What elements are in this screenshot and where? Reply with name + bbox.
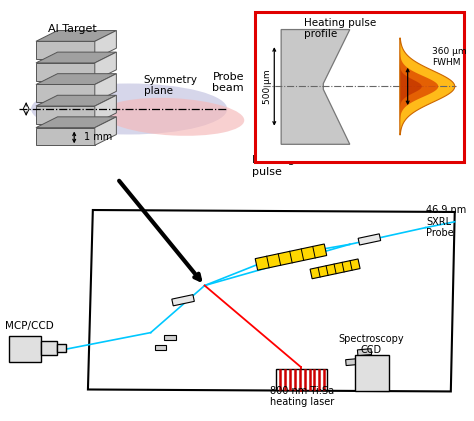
Polygon shape bbox=[276, 369, 327, 390]
Text: 800 nm Ti:Sa
heating laser: 800 nm Ti:Sa heating laser bbox=[270, 386, 334, 407]
Polygon shape bbox=[36, 52, 117, 63]
Polygon shape bbox=[9, 336, 41, 362]
Polygon shape bbox=[95, 117, 117, 145]
Polygon shape bbox=[36, 63, 95, 80]
Polygon shape bbox=[41, 341, 56, 355]
Polygon shape bbox=[36, 117, 117, 128]
Polygon shape bbox=[255, 244, 327, 270]
Ellipse shape bbox=[31, 83, 227, 134]
Polygon shape bbox=[346, 359, 360, 365]
Text: 360 μm
FWHM: 360 μm FWHM bbox=[432, 47, 467, 67]
Bar bbox=[255, 12, 464, 162]
Polygon shape bbox=[355, 355, 389, 392]
Polygon shape bbox=[36, 85, 95, 102]
Text: 46.9 nm
SXRL
Probe: 46.9 nm SXRL Probe bbox=[426, 205, 466, 238]
Polygon shape bbox=[164, 335, 176, 340]
Polygon shape bbox=[400, 38, 438, 135]
Text: 500 μm: 500 μm bbox=[263, 69, 272, 104]
Text: Spectroscopy
CCD: Spectroscopy CCD bbox=[338, 333, 404, 355]
Polygon shape bbox=[172, 295, 194, 306]
Polygon shape bbox=[400, 38, 455, 135]
Polygon shape bbox=[36, 106, 95, 124]
Text: Probe
beam: Probe beam bbox=[212, 72, 244, 93]
Polygon shape bbox=[36, 128, 95, 145]
Polygon shape bbox=[95, 95, 117, 124]
Polygon shape bbox=[56, 344, 66, 352]
Text: Symmetry
plane: Symmetry plane bbox=[144, 75, 198, 96]
Polygon shape bbox=[95, 31, 117, 59]
Text: Heating
pulse: Heating pulse bbox=[252, 155, 296, 177]
Polygon shape bbox=[36, 41, 95, 59]
Polygon shape bbox=[358, 234, 381, 245]
Text: MCP/CCD: MCP/CCD bbox=[5, 321, 54, 331]
Polygon shape bbox=[155, 345, 166, 350]
Text: 1 mm: 1 mm bbox=[84, 133, 112, 142]
Polygon shape bbox=[36, 95, 117, 106]
Text: Al Target: Al Target bbox=[48, 24, 97, 34]
Ellipse shape bbox=[102, 98, 244, 136]
Polygon shape bbox=[357, 349, 372, 356]
Polygon shape bbox=[281, 29, 350, 144]
Text: Heating pulse
profile: Heating pulse profile bbox=[304, 18, 376, 40]
Polygon shape bbox=[95, 74, 117, 102]
Polygon shape bbox=[36, 31, 117, 41]
Polygon shape bbox=[310, 259, 360, 279]
Polygon shape bbox=[36, 74, 117, 85]
Polygon shape bbox=[95, 52, 117, 80]
Polygon shape bbox=[400, 38, 422, 135]
